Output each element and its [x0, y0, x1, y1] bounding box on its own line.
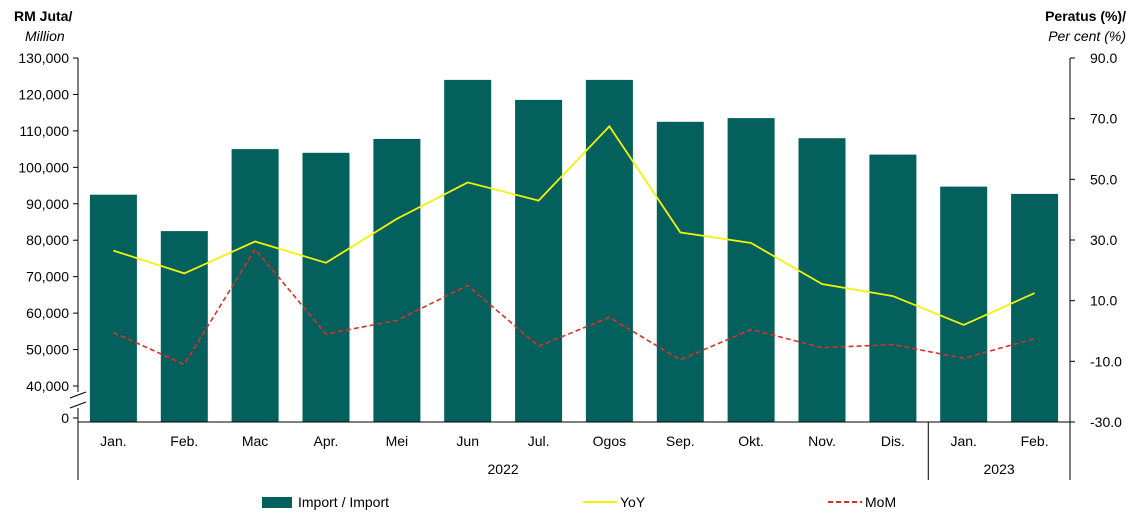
x-axis-labels: Jan. Feb. Mac Apr. Mei Jun Jul. Ogos Sep. Okt. Nov…	[77, 422, 1071, 480]
import-bar	[231, 149, 279, 422]
x-tick-label: Feb.	[170, 433, 198, 449]
x-tick-label: Jun	[456, 433, 479, 449]
import-bar	[302, 152, 350, 423]
x-tick-label: Ogos	[593, 433, 626, 449]
import-bar	[160, 231, 208, 422]
left-tick-label: 120,000	[18, 86, 69, 102]
legend-swatch-import	[262, 497, 292, 508]
left-tick-label: 90,000	[26, 196, 69, 212]
left-tick-label: 80,000	[26, 232, 69, 248]
x-tick-label: Nov.	[808, 433, 836, 449]
legend: Import / Import YoY MoM	[262, 494, 896, 510]
import-bar	[727, 118, 775, 422]
import-bar	[515, 99, 563, 423]
legend-label: Import / Import	[298, 494, 389, 510]
right-unit-sublabel: Per cent (%)	[1048, 28, 1126, 44]
x-tick-label: Jul.	[528, 433, 550, 449]
x-tick-label: Jan.	[950, 433, 976, 449]
x-tick-label: Sep.	[666, 433, 695, 449]
x-tick-label: Apr.	[314, 433, 339, 449]
import-bar	[798, 138, 846, 422]
right-tick-label: -10.0	[1090, 353, 1122, 369]
right-tick-label: 10.0	[1090, 293, 1117, 309]
legend-label: MoM	[865, 494, 896, 510]
left-tick-label: 60,000	[26, 305, 69, 321]
import-bar	[89, 194, 137, 422]
import-bar	[869, 154, 917, 422]
left-unit-sublabel: Million	[25, 28, 65, 44]
axes: 130,000 120,000 110,000 100,000 90,000 80,000…	[18, 50, 1122, 430]
left-unit-label: RM Juta/	[14, 8, 72, 24]
right-tick-label: 50.0	[1090, 171, 1117, 187]
right-tick-label: 30.0	[1090, 232, 1117, 248]
bars	[89, 79, 1059, 423]
import-bar	[373, 138, 421, 422]
import-bar	[656, 121, 704, 423]
axis-break-mark	[69, 391, 87, 409]
import-bar	[940, 186, 988, 422]
right-tick-label: -30.0	[1090, 414, 1122, 430]
left-tick-label: 0	[61, 410, 69, 426]
left-tick-label: 50,000	[26, 342, 69, 358]
right-unit-label: Peratus (%)/	[1045, 8, 1126, 24]
left-tick-label: 130,000	[18, 50, 69, 66]
import-bar	[585, 79, 633, 423]
left-tick-label: 100,000	[18, 159, 69, 175]
x-tick-label: Dis.	[881, 433, 905, 449]
legend-label: YoY	[620, 494, 646, 510]
x-tick-label: Mac	[242, 433, 268, 449]
left-tick-label: 70,000	[26, 269, 69, 285]
lines	[113, 124, 1035, 366]
import-bar	[1011, 193, 1059, 422]
year-label: 2023	[984, 461, 1015, 477]
mom-line	[113, 247, 1035, 366]
import-bar	[444, 79, 492, 423]
x-tick-label: Okt.	[738, 433, 764, 449]
right-tick-label: 70.0	[1090, 111, 1117, 127]
x-tick-label: Jan.	[100, 433, 126, 449]
x-tick-label: Mei	[386, 433, 409, 449]
left-tick-label: 110,000	[19, 123, 69, 139]
right-tick-label: 90.0	[1090, 50, 1117, 66]
yoy-line	[113, 124, 1035, 326]
x-tick-label: Feb.	[1021, 433, 1049, 449]
year-label: 2022	[488, 461, 519, 477]
left-tick-label: 40,000	[26, 378, 69, 394]
